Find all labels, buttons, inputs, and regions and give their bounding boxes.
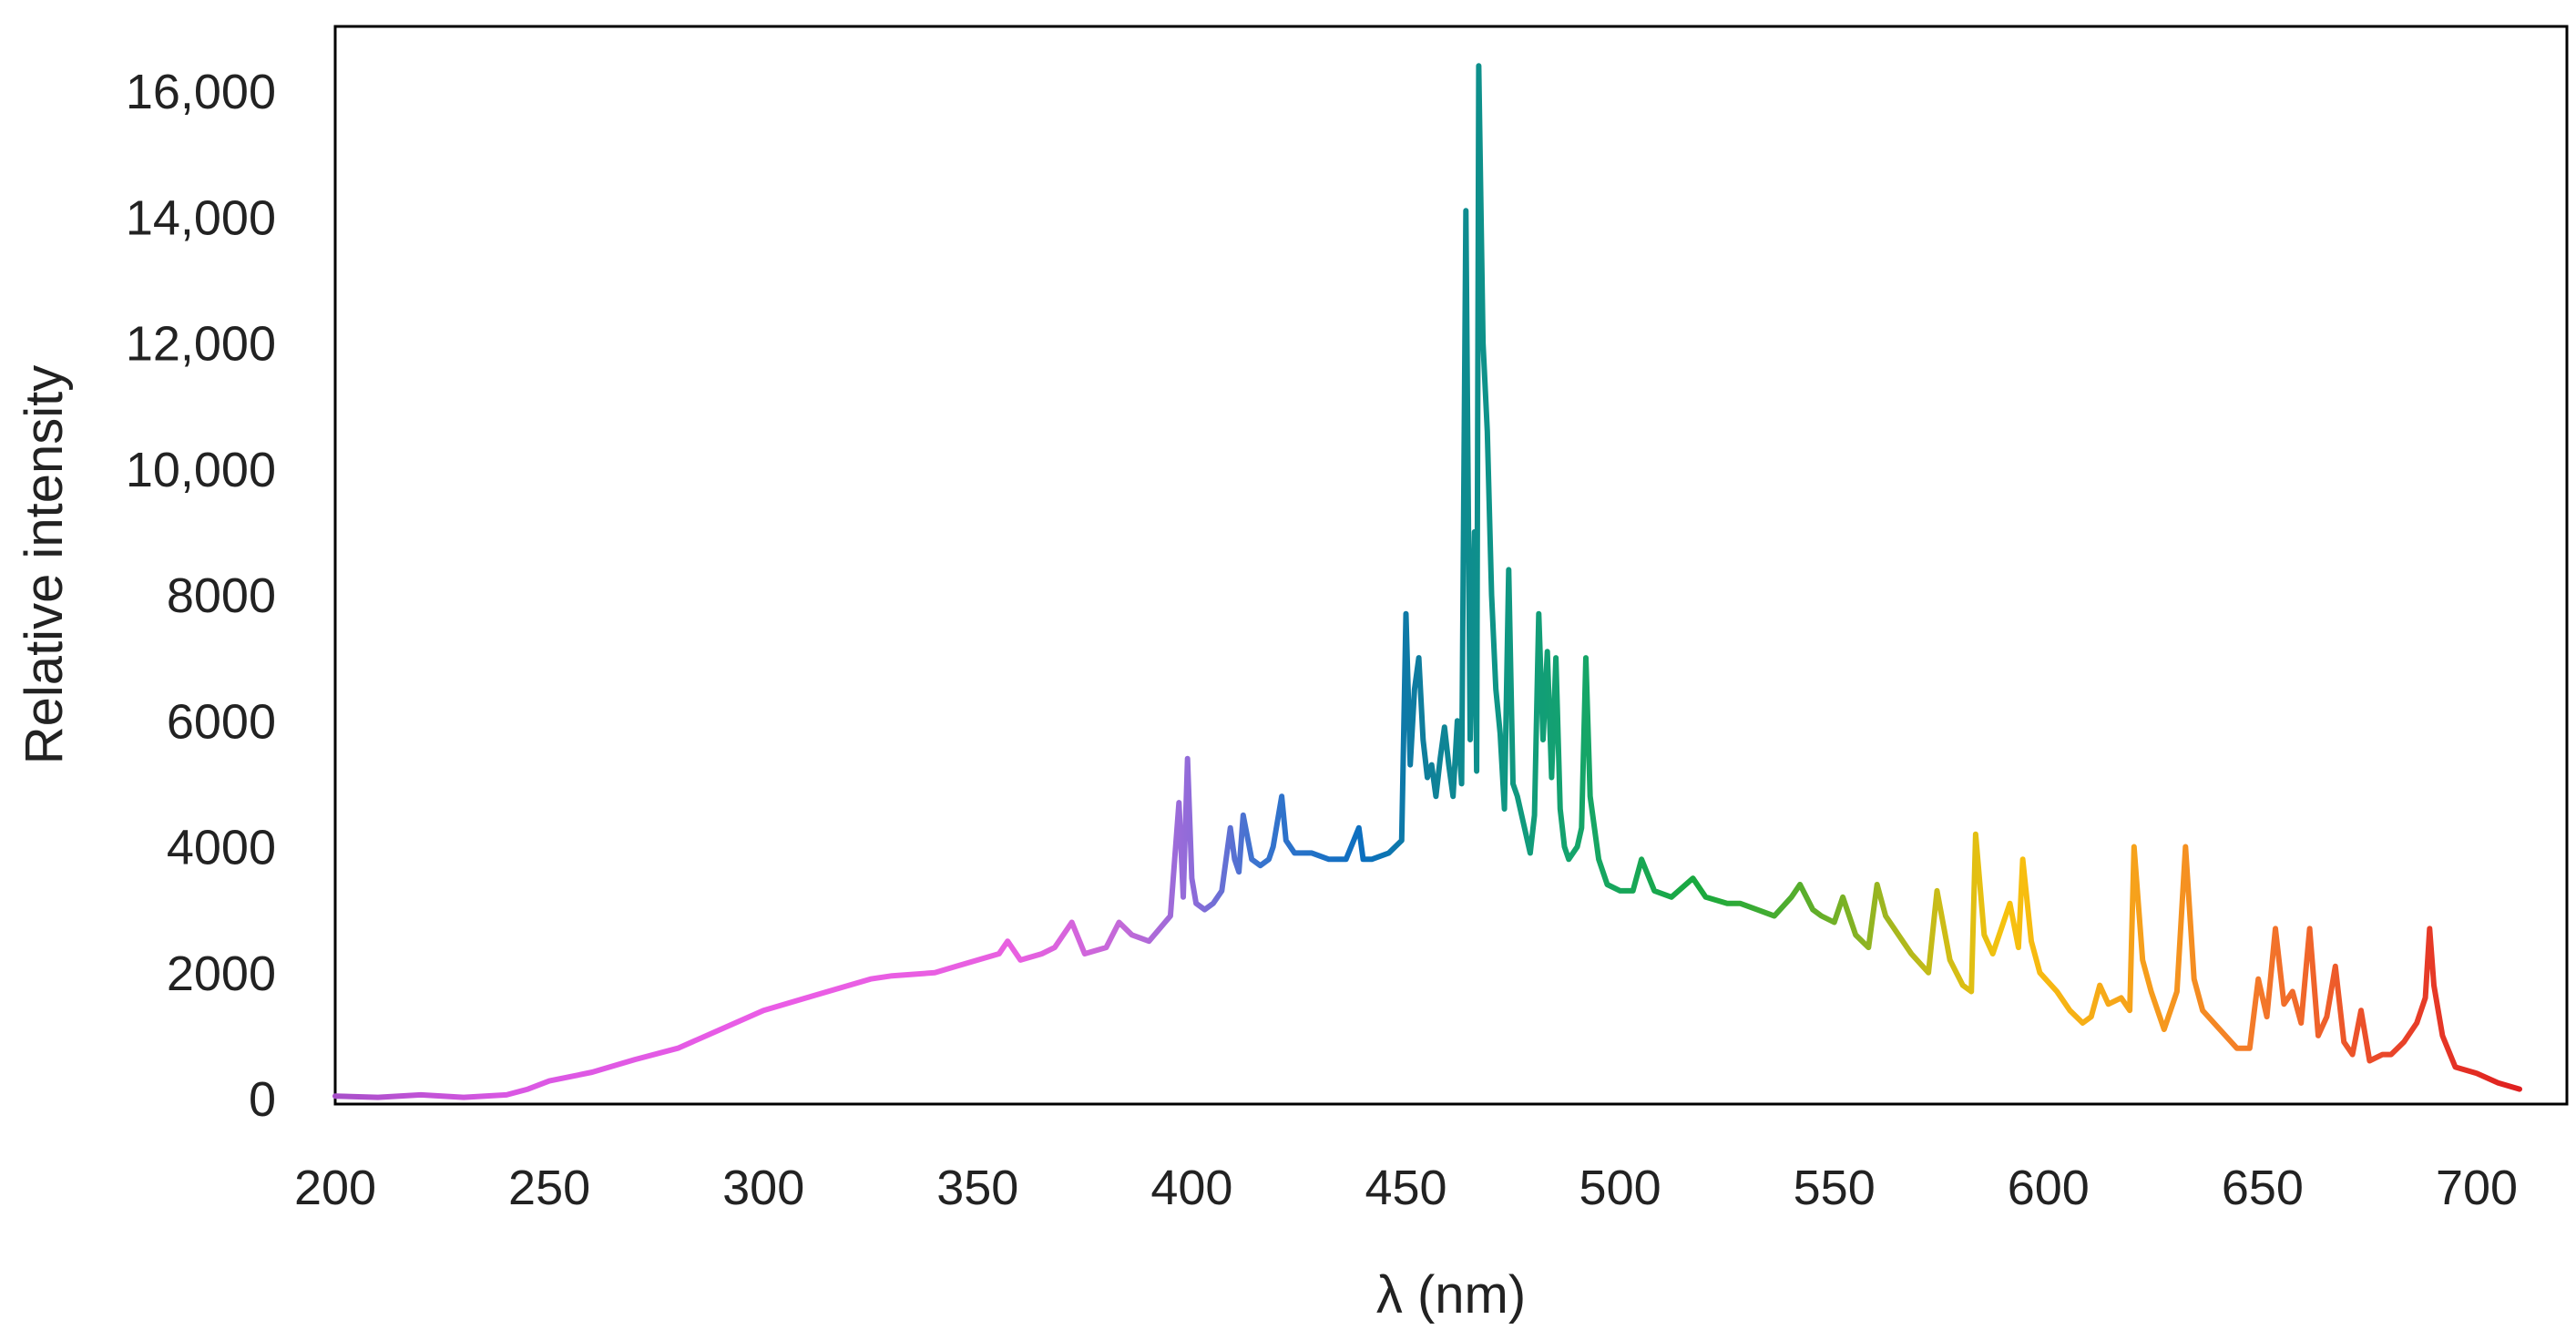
x-tick-label: 400: [1150, 1161, 1232, 1215]
y-tick-label: 10,000: [126, 443, 276, 497]
x-tick-label: 300: [722, 1161, 804, 1215]
spectrum-series-line: [332, 63, 2522, 1100]
x-tick-label: 600: [2008, 1161, 2090, 1215]
y-tick-label: 2000: [167, 946, 276, 1001]
x-axis-label: λ (nm): [1376, 1265, 1526, 1325]
x-tick-label: 250: [508, 1161, 590, 1215]
x-tick-label: 450: [1365, 1161, 1446, 1215]
x-axis-ticks: 200 250 300 350 400 450 500 550 600 650 700: [294, 1161, 2518, 1215]
x-tick-label: 550: [1794, 1161, 1876, 1215]
x-tick-label: 650: [2222, 1161, 2304, 1215]
y-tick-label: 0: [249, 1072, 276, 1127]
x-tick-label: 350: [936, 1161, 1018, 1215]
y-tick-label: 12,000: [126, 317, 276, 372]
y-tick-label: 16,000: [126, 65, 276, 119]
y-axis-label: Relative intensity: [15, 365, 74, 764]
x-tick-label: 700: [2436, 1161, 2518, 1215]
y-axis-ticks: 0 2000 4000 6000 8000 10,000 12,000 14,000 16,00…: [126, 65, 276, 1127]
y-tick-label: 4000: [167, 821, 276, 875]
y-tick-label: 8000: [167, 568, 276, 623]
x-tick-label: 200: [294, 1161, 376, 1215]
plot-area-frame: [333, 25, 2569, 1106]
y-tick-label: 14,000: [126, 190, 276, 245]
y-tick-label: 6000: [167, 694, 276, 749]
x-tick-label: 500: [1579, 1161, 1661, 1215]
